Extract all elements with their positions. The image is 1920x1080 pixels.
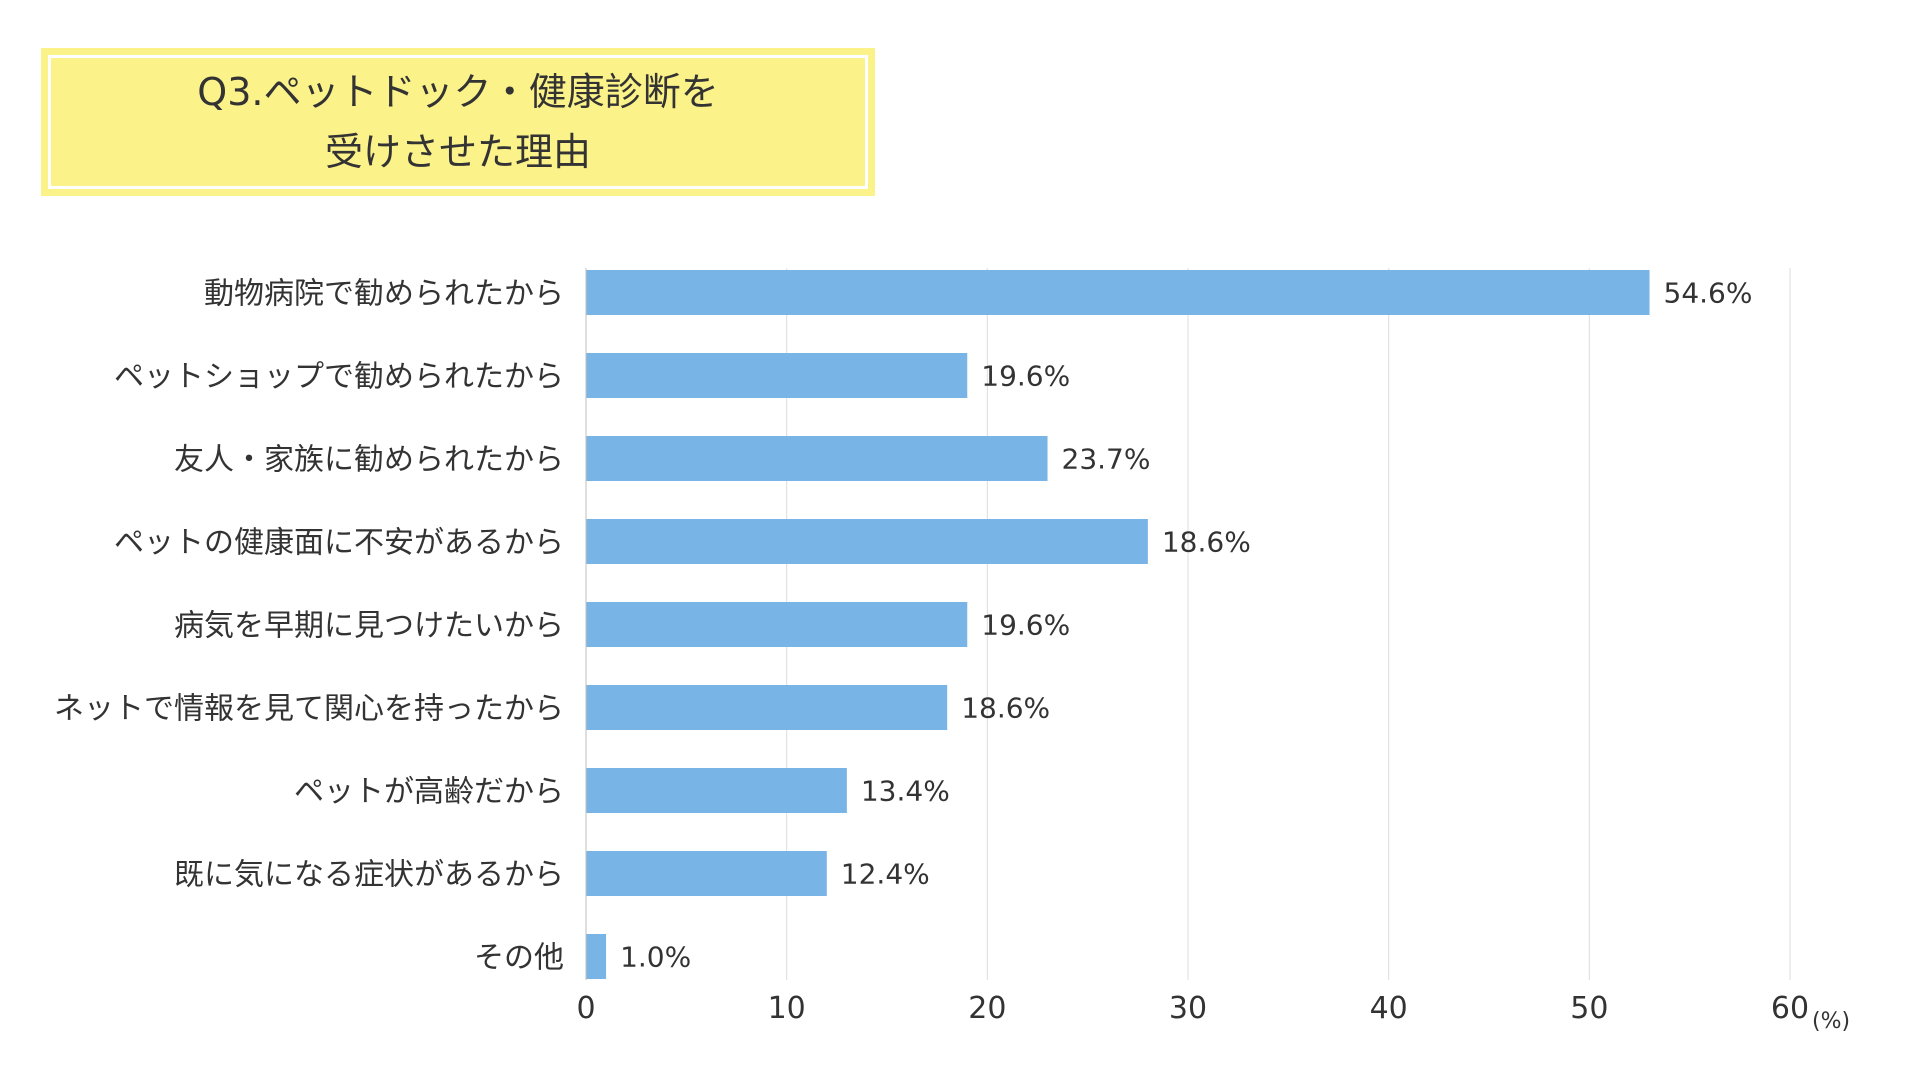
bar xyxy=(586,436,1048,481)
data-label: 18.6% xyxy=(1162,526,1251,559)
data-label: 13.4% xyxy=(861,775,950,808)
chart-title-box: Q3.ペットドック・健康診断を 受けさせた理由 xyxy=(41,48,875,196)
category-label: 動物病院で勧められたから xyxy=(204,277,564,312)
bar xyxy=(586,685,948,730)
category-label: ペットショップで勧められたから xyxy=(114,360,564,395)
bar xyxy=(586,270,1650,315)
data-label: 18.6% xyxy=(961,692,1050,725)
data-label: 19.6% xyxy=(981,360,1070,393)
data-label: 19.6% xyxy=(981,609,1070,642)
bar xyxy=(586,602,968,647)
chart-title-frame: Q3.ペットドック・健康診断を 受けさせた理由 xyxy=(48,55,868,189)
x-unit-label: (%) xyxy=(1812,1009,1850,1034)
chart-title-line-1: Q3.ペットドック・健康診断を xyxy=(197,70,719,114)
x-tick-label: 0 xyxy=(576,991,595,1026)
category-label: 病気を早期に見つけたいから xyxy=(174,609,564,644)
category-label: 既に気になる症状があるから xyxy=(174,858,564,893)
bar xyxy=(586,519,1148,564)
bar xyxy=(586,934,607,979)
data-label: 12.4% xyxy=(841,858,930,891)
bar xyxy=(586,768,847,813)
category-label: その他 xyxy=(474,941,564,976)
category-label: ペットが高齢だから xyxy=(294,775,564,810)
x-tick-label: 10 xyxy=(768,991,806,1026)
x-tick-label: 40 xyxy=(1370,991,1408,1026)
data-label: 54.6% xyxy=(1664,277,1753,310)
x-tick-label: 50 xyxy=(1570,991,1608,1026)
x-tick-label: 20 xyxy=(968,991,1006,1026)
chart-title-line-2: 受けさせた理由 xyxy=(324,130,591,174)
bar xyxy=(586,851,827,896)
bar xyxy=(586,353,968,398)
x-tick-label: 60 xyxy=(1771,991,1809,1026)
data-label: 23.7% xyxy=(1062,443,1151,476)
category-label: ペットの健康面に不安があるから xyxy=(114,526,564,561)
data-label: 1.0% xyxy=(620,941,691,974)
category-label: ネットで情報を見て関心を持ったから xyxy=(54,692,564,727)
x-tick-label: 30 xyxy=(1169,991,1207,1026)
category-label: 友人・家族に勧められたから xyxy=(174,443,564,478)
